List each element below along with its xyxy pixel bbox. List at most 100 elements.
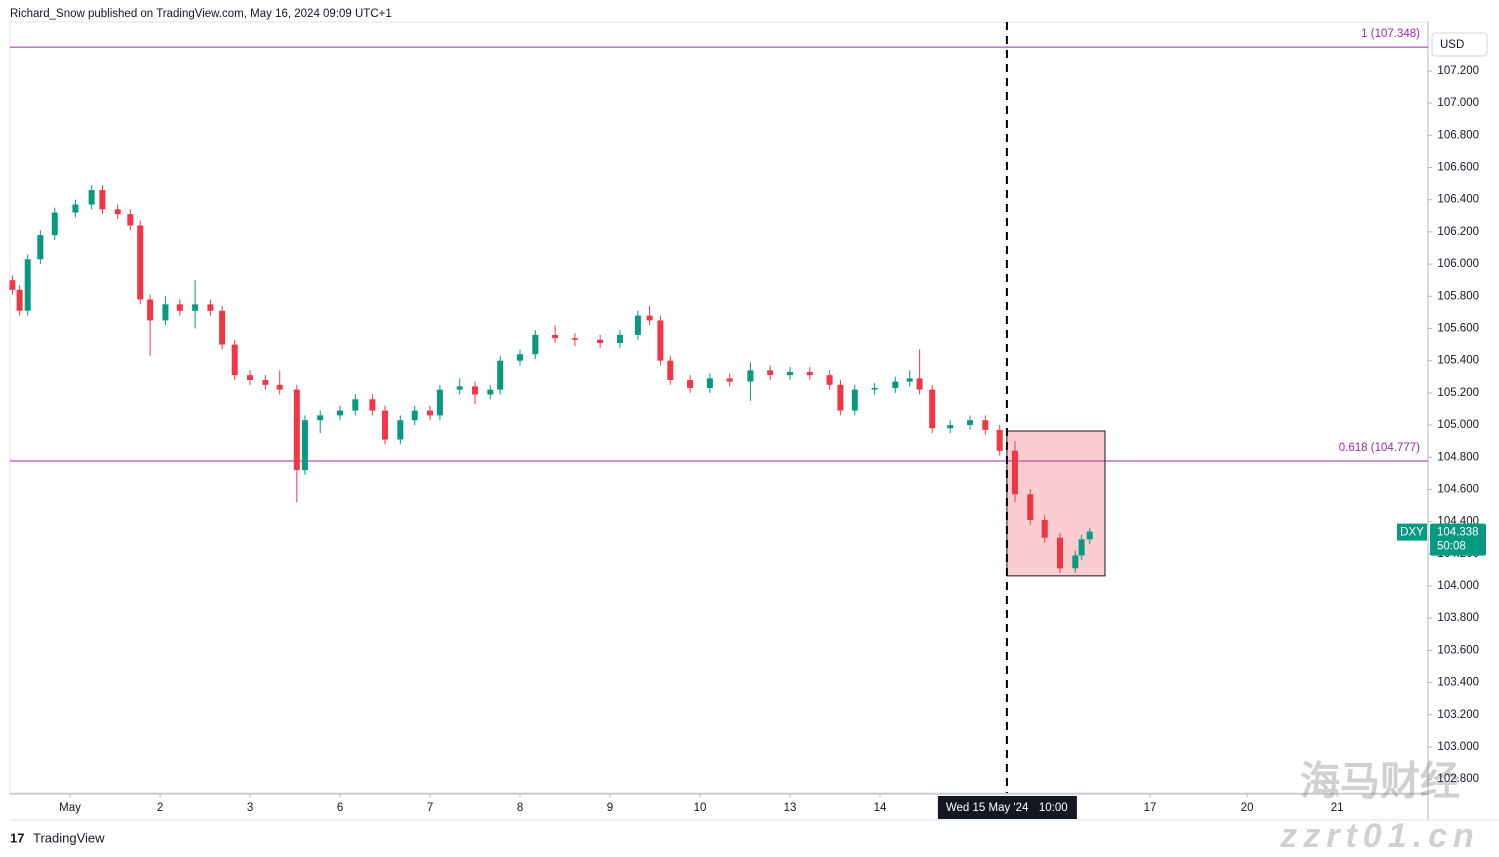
candle-body — [1027, 494, 1034, 521]
candle — [176, 299, 183, 316]
x-tick-label: 6 — [337, 802, 343, 814]
crosshair-date: Wed 15 May '24 — [946, 802, 1029, 814]
candle-body — [806, 371, 813, 376]
candle — [231, 339, 238, 380]
candle — [262, 375, 269, 390]
y-tick-label: 106.200 — [1437, 226, 1479, 238]
candle — [687, 375, 694, 393]
candle-body — [646, 315, 653, 321]
header: Richard_Snow published on TradingView.co… — [10, 8, 392, 20]
candle-body — [1012, 450, 1019, 495]
candle — [436, 384, 443, 421]
currency-box — [1431, 32, 1488, 57]
candle-body — [51, 212, 58, 236]
candle-body — [532, 334, 539, 355]
candle-body — [837, 384, 844, 411]
x-tick-label: 8 — [517, 802, 523, 814]
y-tick-label: 102.800 — [1437, 773, 1479, 785]
candle — [947, 420, 954, 434]
candle — [597, 334, 604, 348]
y-tick-label: 103.200 — [1437, 709, 1479, 721]
candle — [616, 330, 623, 348]
candle-body — [726, 378, 733, 382]
y-tick-label: 104.000 — [1437, 580, 1479, 592]
candle — [657, 315, 664, 366]
candle-body — [192, 304, 199, 311]
last-price-bg — [1430, 523, 1486, 556]
candle-body — [276, 384, 283, 390]
x-tick-label: 20 — [1241, 802, 1254, 814]
candle-body — [1086, 531, 1093, 540]
candle-body — [706, 378, 713, 389]
candle-body — [947, 425, 954, 429]
candle — [916, 349, 923, 395]
candle — [427, 405, 434, 421]
countdown: 50:08 — [1437, 541, 1466, 553]
x-tick-label: 13 — [784, 802, 797, 814]
candle-body — [231, 344, 238, 376]
candle — [411, 405, 418, 426]
candle — [24, 254, 31, 316]
candle-body — [1078, 539, 1085, 556]
candle — [192, 280, 199, 329]
x-tick-label: 9 — [607, 802, 613, 814]
candle — [851, 384, 858, 416]
candle — [806, 367, 813, 380]
candle-body — [262, 379, 269, 385]
candle-body — [996, 429, 1003, 451]
candle — [634, 310, 641, 340]
candle-body — [787, 371, 794, 376]
x-tick-label: 7 — [427, 802, 433, 814]
candle-body — [571, 338, 578, 340]
candle — [114, 204, 121, 220]
footer: TradingView — [33, 830, 105, 845]
candle-body — [411, 410, 418, 421]
symbol-tag: DXY — [1400, 527, 1424, 539]
x-tick-label: 10 — [694, 802, 707, 814]
candle-body — [616, 334, 623, 343]
candle-body — [24, 259, 31, 311]
candle-body — [37, 235, 44, 260]
candle — [929, 384, 936, 434]
y-tick-label: 106.400 — [1437, 194, 1479, 206]
candle-body — [826, 375, 833, 385]
candle — [747, 362, 754, 401]
candle — [276, 370, 283, 395]
candle — [1027, 489, 1034, 525]
candle — [1041, 515, 1048, 543]
candle — [382, 405, 389, 445]
candle — [88, 185, 95, 210]
candle-body — [16, 289, 23, 311]
highlight-box — [1006, 430, 1106, 577]
candle-body — [1072, 555, 1079, 569]
candle — [247, 370, 254, 385]
candle — [99, 185, 106, 215]
candle — [1072, 550, 1079, 574]
crosshair-label-bg — [937, 796, 1077, 819]
candle — [706, 373, 713, 393]
candle-body — [929, 389, 936, 429]
candle-body — [219, 310, 226, 345]
candle — [837, 379, 844, 416]
candle-body — [337, 410, 344, 416]
candle-body — [137, 225, 144, 300]
candle — [552, 325, 559, 343]
candle — [967, 415, 974, 430]
candle-body — [9, 280, 16, 290]
candle — [9, 275, 16, 295]
candle-body — [597, 339, 604, 343]
candle — [162, 296, 169, 326]
y-tick-label: 104.600 — [1437, 483, 1479, 495]
candle-body — [552, 334, 559, 339]
candle-body — [147, 299, 154, 321]
candle — [1078, 534, 1085, 561]
symbol-tag-bg — [1397, 523, 1427, 541]
candle-body — [1041, 520, 1048, 538]
candle — [37, 230, 44, 265]
candle-body — [851, 389, 858, 411]
candle-body — [767, 370, 774, 376]
candle-body — [99, 190, 106, 210]
candle — [532, 330, 539, 360]
